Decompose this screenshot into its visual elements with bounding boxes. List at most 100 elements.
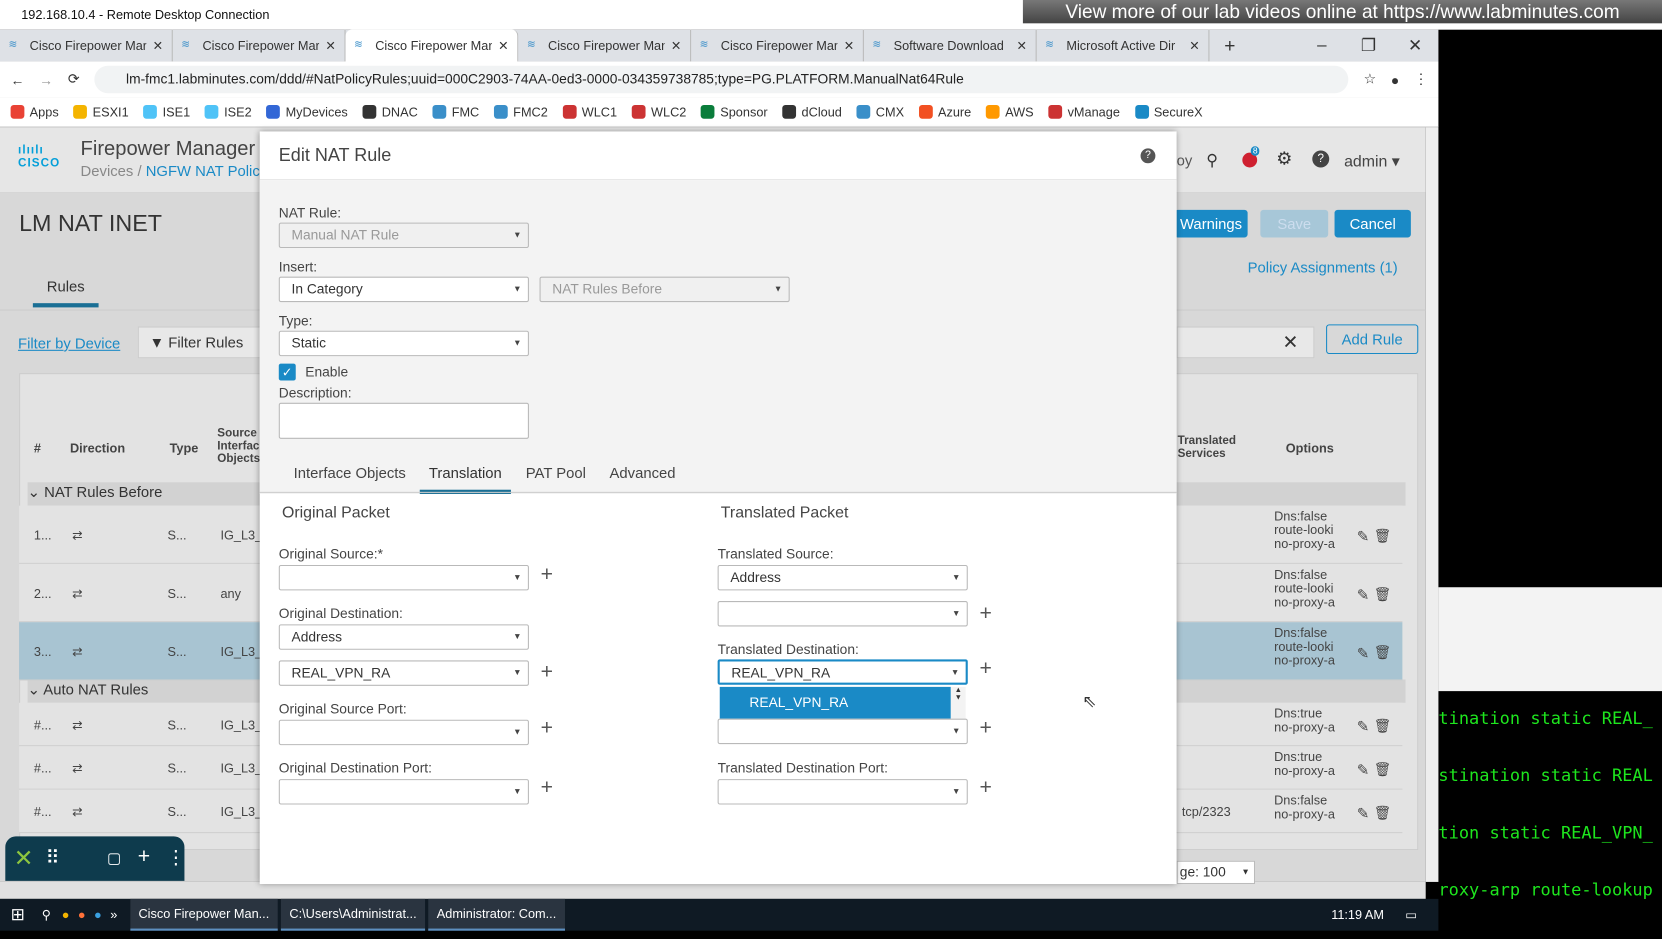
add-original-source-port-icon[interactable]: + <box>540 716 553 740</box>
browser-tab[interactable]: ≋ Cisco Firepower Mar ✕ <box>345 29 519 62</box>
translated-source-port-select[interactable]: ▼ <box>717 718 968 745</box>
url-input[interactable]: lm-fmc1.labminutes.com/ddd/#NatPolicyRul… <box>94 65 1349 94</box>
tab-rules[interactable]: Rules <box>32 278 99 308</box>
add-translated-source-port-icon[interactable]: + <box>979 716 992 740</box>
bookmark[interactable]: WLC2 <box>631 104 686 119</box>
taskbar-item-cmd[interactable]: Administrator: Com... <box>428 898 565 931</box>
back-icon[interactable]: ← <box>10 71 25 88</box>
bookmark[interactable]: ESXI1 <box>73 104 129 119</box>
browser-tab[interactable]: ≋ Cisco Firepower Mar ✕ <box>518 29 692 62</box>
original-source-select[interactable]: ▼ <box>278 564 529 591</box>
star-icon[interactable]: ☆ <box>1363 71 1377 87</box>
page-vertical-scrollbar[interactable] <box>1425 127 1439 882</box>
taskbar-item-chrome[interactable]: Cisco Firepower Man... <box>129 898 278 931</box>
bookmark[interactable]: AWS <box>986 104 1034 119</box>
delete-icon[interactable]: 🗑 <box>1373 643 1392 660</box>
bookmark[interactable]: WLC1 <box>562 104 617 119</box>
user-menu[interactable]: admin ▾ <box>1344 152 1400 171</box>
bookmark[interactable]: SecureX <box>1134 104 1203 119</box>
edit-icon[interactable]: ✎ <box>1356 717 1370 735</box>
close-tab-icon[interactable]: ✕ <box>152 38 164 53</box>
add-translated-destination-icon[interactable]: + <box>979 657 992 681</box>
bookmark[interactable]: CMX <box>856 104 904 119</box>
delete-icon[interactable]: 🗑 <box>1373 760 1392 777</box>
forward-icon[interactable]: → <box>39 71 53 88</box>
bookmark[interactable]: FMC <box>432 104 479 119</box>
alert-icon[interactable]: 8 <box>1242 146 1260 168</box>
edit-icon[interactable]: ✎ <box>1356 527 1370 545</box>
browser-tab[interactable]: ≋ Cisco Firepower Mar ✕ <box>173 29 346 62</box>
browser-tab[interactable]: ≋ Microsoft Active Dir ✕ <box>1037 29 1210 62</box>
apps-grid-icon[interactable]: ⠿ <box>45 846 60 869</box>
tab-translation[interactable]: Translation <box>419 464 511 494</box>
taskbar-item-explorer[interactable]: C:\Users\Administrat... <box>280 898 426 931</box>
add-translated-destination-port-icon[interactable]: + <box>979 775 992 800</box>
search-icon[interactable]: ⚲ <box>41 907 52 923</box>
insert-select[interactable]: In Category ▼ <box>278 276 529 303</box>
bookmark[interactable]: vManage <box>1048 104 1120 119</box>
citrix-x-icon[interactable]: ✕ <box>13 844 34 872</box>
menu-icon[interactable]: ⋮ <box>1414 71 1428 87</box>
close-tab-icon[interactable]: ✕ <box>1016 38 1028 53</box>
bookmark[interactable]: FMC2 <box>494 104 548 119</box>
bookmark[interactable]: Apps <box>10 104 59 119</box>
gear-icon[interactable]: ⚙ <box>1276 148 1293 169</box>
bookmark[interactable]: DNAC <box>362 104 418 119</box>
delete-icon[interactable]: 🗑 <box>1373 527 1392 544</box>
bookmark[interactable]: dCloud <box>782 104 842 119</box>
edit-icon[interactable]: ✎ <box>1356 643 1370 661</box>
clear-filter-icon[interactable]: ✕ <box>1282 331 1299 353</box>
translated-destination-port-select[interactable]: ▼ <box>717 779 968 805</box>
profile-icon[interactable]: ● <box>1390 71 1400 88</box>
help-icon[interactable]: ? <box>1312 150 1330 168</box>
cancel-button[interactable]: Cancel <box>1334 209 1411 238</box>
close-tab-icon[interactable]: ✕ <box>670 38 682 53</box>
close-tab-icon[interactable]: ✕ <box>325 38 337 53</box>
minimize-icon[interactable]: – <box>1317 36 1327 55</box>
breadcrumb-devices[interactable]: Devices / <box>80 162 142 180</box>
translated-source-select[interactable]: ▼ <box>717 601 968 627</box>
close-tab-icon[interactable]: ✕ <box>843 38 855 53</box>
bookmark[interactable]: Azure <box>918 104 971 119</box>
close-tab-icon[interactable]: ✕ <box>1189 38 1200 53</box>
close-tab-icon[interactable]: ✕ <box>498 38 509 53</box>
original-source-port-select[interactable]: ▼ <box>278 719 529 746</box>
original-destination-port-select[interactable]: ▼ <box>278 779 529 805</box>
clock[interactable]: 11:19 AM <box>1331 907 1384 923</box>
notifications-icon[interactable]: ▭ <box>1405 907 1418 923</box>
policy-assignments-link[interactable]: Policy Assignments (1) <box>1247 258 1398 276</box>
edge-icon[interactable]: ● <box>94 907 102 923</box>
translated-destination-input[interactable]: REAL_VPN_RA ▼ <box>717 659 968 685</box>
plus-icon[interactable]: + <box>137 844 151 869</box>
deploy-link[interactable]: oy <box>1176 151 1193 169</box>
more-apps-icon[interactable]: » <box>110 907 118 923</box>
edit-icon[interactable]: ✎ <box>1356 585 1370 603</box>
original-destination-select[interactable]: REAL_VPN_RA ▼ <box>278 660 529 686</box>
start-icon[interactable]: ⊞ <box>10 906 25 925</box>
add-translated-source-icon[interactable]: + <box>979 602 992 626</box>
chrome-icon[interactable]: ● <box>61 907 70 923</box>
reload-icon[interactable]: ⟳ <box>67 71 80 87</box>
page-horizontal-scrollbar[interactable] <box>0 881 1426 899</box>
add-original-destination-port-icon[interactable]: + <box>540 775 553 800</box>
page-size-select[interactable]: ge: 100 ▼ <box>1176 860 1256 885</box>
browser-tab[interactable]: ≋ Software Download ✕ <box>864 29 1037 62</box>
firefox-icon[interactable]: ● <box>77 907 86 923</box>
type-select[interactable]: Static ▼ <box>278 330 529 357</box>
tab-advanced[interactable]: Advanced <box>609 464 676 482</box>
help-icon[interactable]: ? <box>1140 148 1156 164</box>
edit-icon[interactable]: ✎ <box>1356 804 1370 821</box>
browser-tab[interactable]: ≋ Cisco Firepower Mar ✕ <box>0 29 173 62</box>
more-icon[interactable]: ⋮ <box>166 846 186 869</box>
nat-rule-select[interactable]: Manual NAT Rule ▼ <box>278 222 529 249</box>
bookmark[interactable]: Sponsor <box>701 104 768 119</box>
autocomplete-scrollbar[interactable]: ▲ ▼ <box>950 686 966 719</box>
add-original-destination-icon[interactable]: + <box>540 660 553 684</box>
filter-by-device-link[interactable]: Filter by Device <box>18 334 121 352</box>
restore-icon[interactable]: ❐ <box>1360 37 1377 56</box>
original-destination-type-select[interactable]: Address ▼ <box>278 624 529 650</box>
window-icon[interactable]: ▢ <box>107 849 122 867</box>
delete-icon[interactable]: 🗑 <box>1373 804 1392 820</box>
bookmark[interactable]: MyDevices <box>266 104 348 119</box>
tab-pat-pool[interactable]: PAT Pool <box>525 464 586 482</box>
